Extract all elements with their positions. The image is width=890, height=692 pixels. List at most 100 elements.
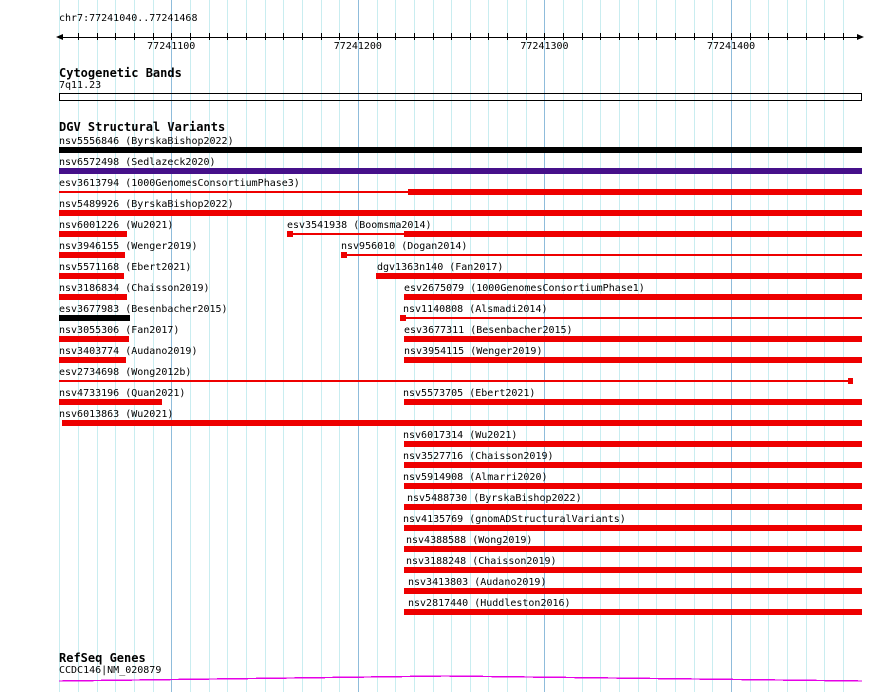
variant-bar-thick[interactable] (59, 210, 862, 216)
variant-bar-thick[interactable] (376, 273, 862, 279)
variant-bar-thick[interactable] (404, 504, 862, 510)
variant-label[interactable]: esv2734698 (Wong2012b) (59, 367, 192, 378)
variant-bar-thick[interactable] (59, 273, 124, 279)
variant-bar-thick[interactable] (404, 294, 862, 300)
variant-bar-thick[interactable] (404, 546, 862, 552)
variant-label[interactable]: nsv5556846 (ByrskaBishop2022) (59, 136, 234, 147)
variant-label[interactable]: nsv1140808 (Alsmadi2014) (403, 304, 548, 315)
variant-bar-thin[interactable] (347, 254, 862, 256)
ruler-tick (787, 33, 789, 40)
variant-bar-thick[interactable] (404, 609, 862, 615)
ruler-tick (525, 33, 527, 40)
variant-label[interactable]: nsv4135769 (gnomADStructuralVariants) (403, 514, 626, 525)
variant-label[interactable]: nsv3186834 (Chaisson2019) (59, 283, 210, 294)
variant-label[interactable]: dgv1363n140 (Fan2017) (377, 262, 504, 273)
ruler-tick-label: 77241100 (147, 41, 196, 52)
variant-bar-thick[interactable] (404, 336, 862, 342)
variant-bar-thin[interactable] (293, 233, 404, 235)
variant-label[interactable]: nsv3527716 (Chaisson2019) (403, 451, 554, 462)
variant-bar-thick[interactable] (408, 189, 862, 195)
ruler-tick (283, 33, 285, 40)
grid-minor-line (768, 0, 770, 692)
variant-bar-thick[interactable] (404, 462, 862, 468)
variant-label[interactable]: nsv5573705 (Ebert2021) (403, 388, 536, 399)
variant-label[interactable]: nsv4733196 (Quan2021) (59, 388, 186, 399)
variant-label[interactable]: nsv3055306 (Fan2017) (59, 325, 180, 336)
ruler-tick (413, 33, 415, 40)
variant-label[interactable]: esv2675079 (1000GenomesConsortiumPhase1) (404, 283, 645, 294)
ruler-tick (544, 33, 546, 40)
ruler-tick (507, 33, 509, 40)
ruler-tick (301, 33, 303, 40)
variant-label[interactable]: nsv5914908 (Almarri2020) (403, 472, 548, 483)
ruler-tick (488, 33, 490, 40)
grid-minor-line (488, 0, 490, 692)
variant-bar-thick[interactable] (404, 441, 862, 447)
variant-bar-thick[interactable] (59, 294, 127, 300)
variant-label[interactable]: nsv6572498 (Sedlazeck2020) (59, 157, 216, 168)
variant-bar-thin[interactable] (59, 380, 848, 382)
grid-minor-line (451, 0, 453, 692)
gene-intron-line[interactable] (58, 675, 863, 682)
variant-bar-thin[interactable] (406, 317, 862, 319)
cytogenetic-bands-header: Cytogenetic Bands (59, 66, 182, 80)
variant-bar-thick[interactable] (59, 231, 127, 237)
variant-label[interactable]: nsv956010 (Dogan2014) (341, 241, 468, 252)
variant-bar-thin[interactable] (59, 191, 408, 193)
variant-bar-box[interactable] (341, 252, 347, 258)
variant-label[interactable]: esv3541938 (Boomsma2014) (287, 220, 432, 231)
variant-label[interactable]: nsv2817440 (Huddleston2016) (408, 598, 571, 609)
ruler-right-arrow-icon (857, 34, 864, 40)
ruler-tick (824, 33, 826, 40)
variant-label[interactable]: esv3677983 (Besenbacher2015) (59, 304, 228, 315)
ruler-tick (395, 33, 397, 40)
grid-minor-line (675, 0, 677, 692)
variant-label[interactable]: nsv3954115 (Wenger2019) (404, 346, 543, 357)
dgv-structural-variants-header: DGV Structural Variants (59, 120, 226, 134)
variant-bar-thick[interactable] (404, 525, 862, 531)
variant-bar-box[interactable] (287, 231, 293, 237)
grid-major-line (357, 0, 359, 692)
variant-label[interactable]: nsv5489926 (ByrskaBishop2022) (59, 199, 234, 210)
variant-label[interactable]: nsv5571168 (Ebert2021) (59, 262, 192, 273)
variant-label[interactable]: esv3613794 (1000GenomesConsortiumPhase3) (59, 178, 300, 189)
variant-label[interactable]: esv3677311 (Besenbacher2015) (404, 325, 573, 336)
variant-bar-thick[interactable] (59, 357, 126, 363)
variant-bar-thick[interactable] (59, 399, 162, 405)
ruler-tick-label: 77241300 (520, 41, 569, 52)
grid-minor-line (96, 0, 98, 692)
variant-bar-thick[interactable] (404, 231, 862, 237)
variant-bar-thick[interactable] (62, 420, 862, 426)
variant-label[interactable]: nsv6001226 (Wu2021) (59, 220, 174, 231)
variant-bar-thick[interactable] (59, 336, 129, 342)
variant-bar-thick[interactable] (404, 399, 862, 405)
variant-bar-thick[interactable] (404, 357, 862, 363)
variant-label[interactable]: nsv6013863 (Wu2021) (59, 409, 174, 420)
ruler-tick (600, 33, 602, 40)
variant-label[interactable]: nsv3413803 (Audano2019) (408, 577, 547, 588)
refseq-gene-label[interactable]: CCDC146|NM_020879 (59, 665, 162, 676)
grid-minor-line (843, 0, 845, 692)
variant-label[interactable]: nsv6017314 (Wu2021) (403, 430, 518, 441)
ruler-tick (749, 33, 751, 40)
cytoband-box (59, 93, 862, 101)
variant-bar-thick[interactable] (404, 567, 862, 573)
variant-bar-thick[interactable] (404, 483, 862, 489)
variant-bar-thick[interactable] (404, 588, 862, 594)
variant-label[interactable]: nsv3188248 (Chaisson2019) (406, 556, 557, 567)
ruler-tick (339, 33, 341, 40)
variant-bar-thick[interactable] (59, 147, 862, 153)
ruler-tick (451, 33, 453, 40)
variant-label[interactable]: nsv3946155 (Wenger2019) (59, 241, 198, 252)
variant-bar-box[interactable] (400, 315, 406, 321)
variant-bar-thick[interactable] (59, 315, 130, 321)
variant-bar-thick[interactable] (59, 252, 125, 258)
variant-label[interactable]: nsv3403774 (Audano2019) (59, 346, 198, 357)
variant-label[interactable]: nsv4388588 (Wong2019) (406, 535, 533, 546)
variant-bar-thick[interactable] (59, 168, 862, 174)
refseq-genes-header: RefSeq Genes (59, 651, 146, 665)
grid-minor-line (469, 0, 471, 692)
variant-label[interactable]: nsv5488730 (ByrskaBishop2022) (407, 493, 582, 504)
variant-bar-box[interactable] (848, 378, 853, 384)
